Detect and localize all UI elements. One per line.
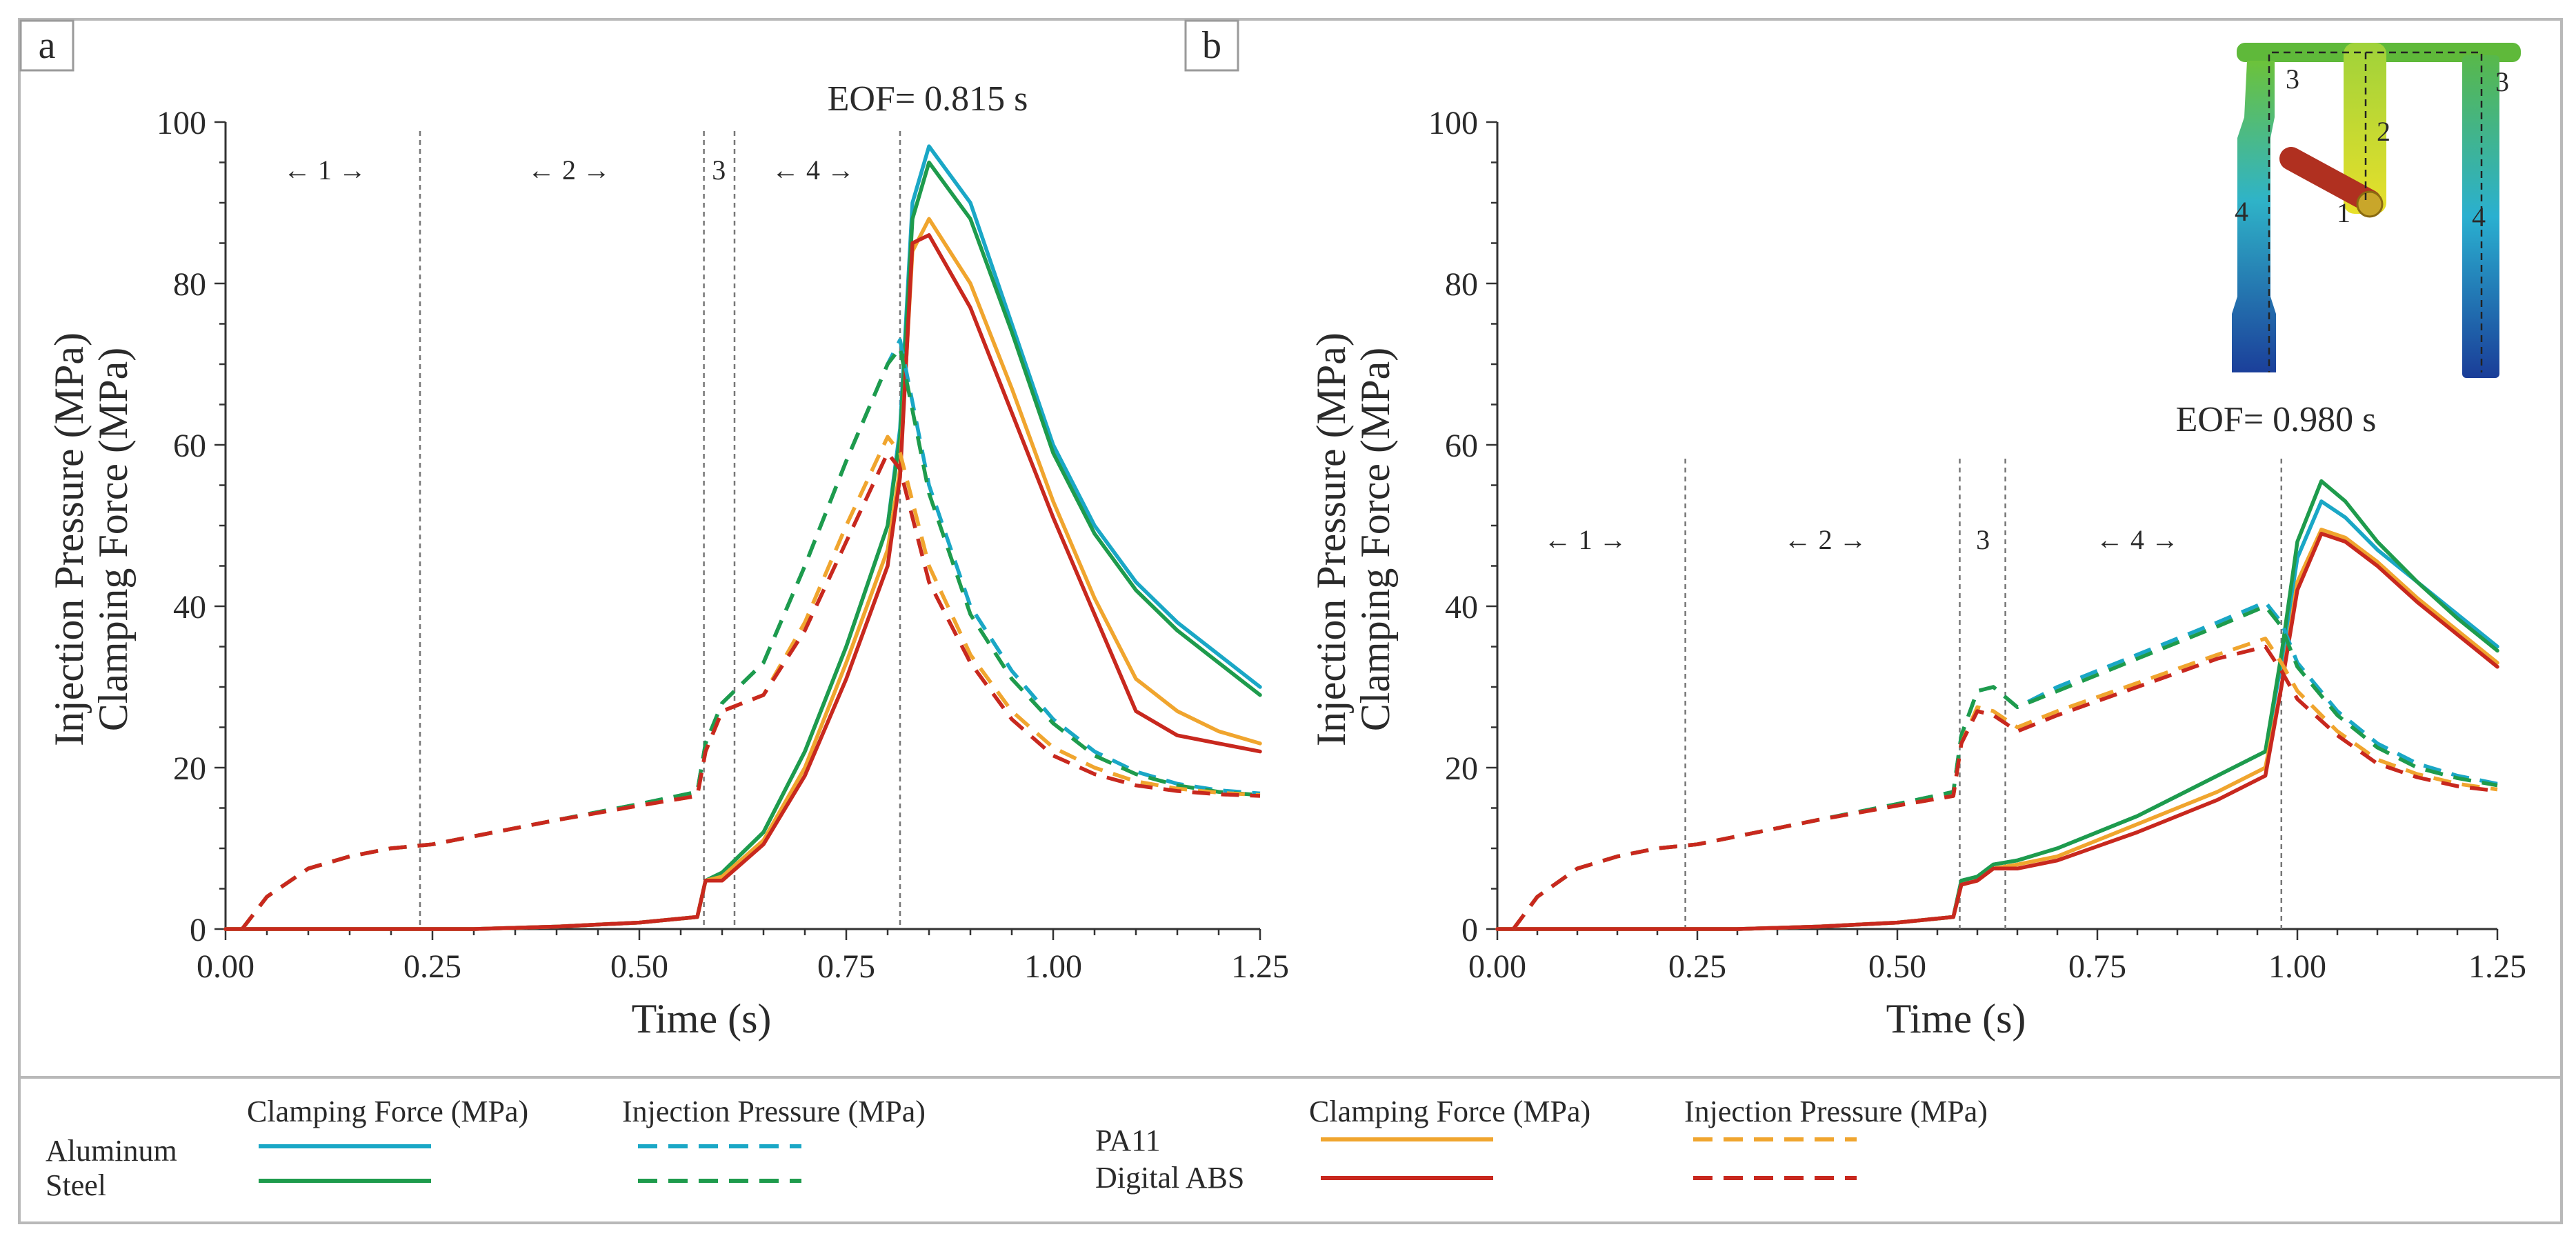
legend-material-steel: Steel bbox=[46, 1168, 106, 1202]
left-specimen bbox=[2232, 61, 2276, 372]
panel-b-phase-label: ← 4 → bbox=[2096, 524, 2179, 555]
panel-b-letter: b bbox=[1202, 24, 1221, 67]
panel-a-y-tick-label: 100 bbox=[157, 105, 206, 141]
legend-material-pa11: PA11 bbox=[1095, 1124, 1161, 1157]
panel-b-y-tick-label: 100 bbox=[1428, 105, 1478, 141]
panel-a-y-axis-title-1: Injection Pressure (MPa) bbox=[46, 332, 92, 746]
panel-a-phase-label: ← 1 → bbox=[283, 154, 366, 186]
flow-path-arrows bbox=[2268, 51, 2483, 372]
panel-a-x-tick-label: 1.00 bbox=[1024, 948, 1082, 985]
panel-b-x-tick-label: 0.25 bbox=[1668, 948, 1726, 985]
panel-a-y-tick-label: 60 bbox=[173, 428, 206, 464]
mold-flow-diagram: 1 2 3 3 4 4 bbox=[2232, 43, 2521, 378]
legend-col-clamp-1: Clamping Force (MPa) bbox=[247, 1095, 528, 1128]
panel-b-y-tick-label: 40 bbox=[1445, 589, 1478, 626]
gate-marker bbox=[2356, 190, 2384, 218]
panel-a-x-tick-label: 0.75 bbox=[817, 948, 875, 985]
inset-label-4-left: 4 bbox=[2235, 196, 2248, 227]
panel-b-x-tick-label: 1.25 bbox=[2468, 948, 2526, 985]
panel-b-y-axis-title-1: Injection Pressure (MPa) bbox=[1308, 332, 1354, 746]
panel-a-y-tick-label: 80 bbox=[173, 266, 206, 303]
panel-b-x-tick-label: 1.00 bbox=[2268, 948, 2326, 985]
panel-b-series-steel-injection-pressure-mpa bbox=[1511, 604, 2498, 930]
panel-b-phase-label: 3 bbox=[1976, 524, 1990, 555]
panel-b-x-axis-title: Time (s) bbox=[1886, 996, 2026, 1041]
panel-a-series-digital-abs-injection-pressure-mpa bbox=[240, 450, 1261, 930]
legend-material-digital-abs: Digital ABS bbox=[1095, 1161, 1244, 1195]
panel-a-series-digital-abs-clamping-force-mpa bbox=[223, 233, 1262, 931]
panel-b-phase-label: ← 1 → bbox=[1544, 524, 1627, 555]
panel-b-x-tick-label: 0.75 bbox=[2068, 948, 2126, 985]
panel-a-letter-box bbox=[19, 19, 74, 72]
panel-a-y-tick-label: 0 bbox=[190, 912, 206, 948]
legend-material-aluminum: Aluminum bbox=[46, 1134, 177, 1168]
panel-b-y-tick-label: 80 bbox=[1445, 266, 1478, 303]
legend-col-inject-1: Injection Pressure (MPa) bbox=[622, 1095, 926, 1128]
panel-a-chart: 0.00 0.25 0.50 0.75 1.00 1.25 0 20 40 60 80 100 Time… bbox=[46, 79, 1289, 1041]
figure-frame bbox=[18, 18, 2563, 1224]
panel-b-y-tick-label: 0 bbox=[1461, 912, 1478, 948]
injection-nozzle bbox=[2279, 147, 2382, 213]
panel-a-x-tick-label: 1.25 bbox=[1231, 948, 1289, 985]
panel-b-phase-label: ← 2 → bbox=[1784, 524, 1867, 555]
panel-a-phase-label: 3 bbox=[712, 154, 726, 186]
panel-a-y-tick-label: 40 bbox=[173, 589, 206, 626]
right-specimen bbox=[2462, 55, 2499, 378]
panel-b-x-tick-label: 0.50 bbox=[1868, 948, 1926, 985]
panel-b-y-axis-title-2: Clamping Force (MPa) bbox=[1352, 348, 1398, 732]
panel-b-series-digital-abs-clamping-force-mpa bbox=[1495, 531, 2499, 931]
panel-b-chart: 0.00 0.25 0.50 0.75 1.00 1.25 0 20 40 60 80 100 Time… bbox=[1308, 105, 2526, 1041]
panel-a-x-tick-label: 0.50 bbox=[610, 948, 668, 985]
panel-a-x-tick-label: 0.00 bbox=[197, 948, 254, 985]
panel-a-y-axis-title-2: Clamping Force (MPa) bbox=[90, 348, 136, 732]
inset-label-3-left: 3 bbox=[2286, 63, 2299, 94]
panel-b-series-pa11-injection-pressure-mpa bbox=[1511, 637, 2498, 930]
panel-a-eof-label: EOF= 0.815 s bbox=[828, 79, 1028, 119]
legend: Clamping Force (MPa) Injection Pressure … bbox=[46, 1095, 1988, 1202]
panel-a-y-tick-label: 20 bbox=[173, 750, 206, 787]
legend-col-inject-2: Injection Pressure (MPa) bbox=[1684, 1095, 1988, 1128]
inset-label-4-right: 4 bbox=[2472, 201, 2486, 232]
inset-label-1: 1 bbox=[2337, 197, 2350, 228]
panel-a-phase-label: ← 4 → bbox=[772, 154, 855, 186]
panel-a-x-tick-label: 0.25 bbox=[403, 948, 461, 985]
panel-a-letter: a bbox=[39, 24, 56, 67]
panel-b-letter-box bbox=[1184, 19, 1239, 72]
legend-col-clamp-2: Clamping Force (MPa) bbox=[1309, 1095, 1590, 1128]
inset-label-2: 2 bbox=[2377, 116, 2390, 147]
panel-a-phase-label: ← 2 → bbox=[528, 154, 610, 186]
panel-b-y-tick-label: 20 bbox=[1445, 750, 1478, 787]
panel-b-eof-label: EOF= 0.980 s bbox=[2176, 400, 2377, 439]
panel-a-x-axis-title: Time (s) bbox=[632, 996, 772, 1041]
inset-label-3-right: 3 bbox=[2495, 66, 2509, 97]
panel-b-y-tick-label: 60 bbox=[1445, 428, 1478, 464]
panel-b-x-tick-label: 0.00 bbox=[1468, 948, 1526, 985]
